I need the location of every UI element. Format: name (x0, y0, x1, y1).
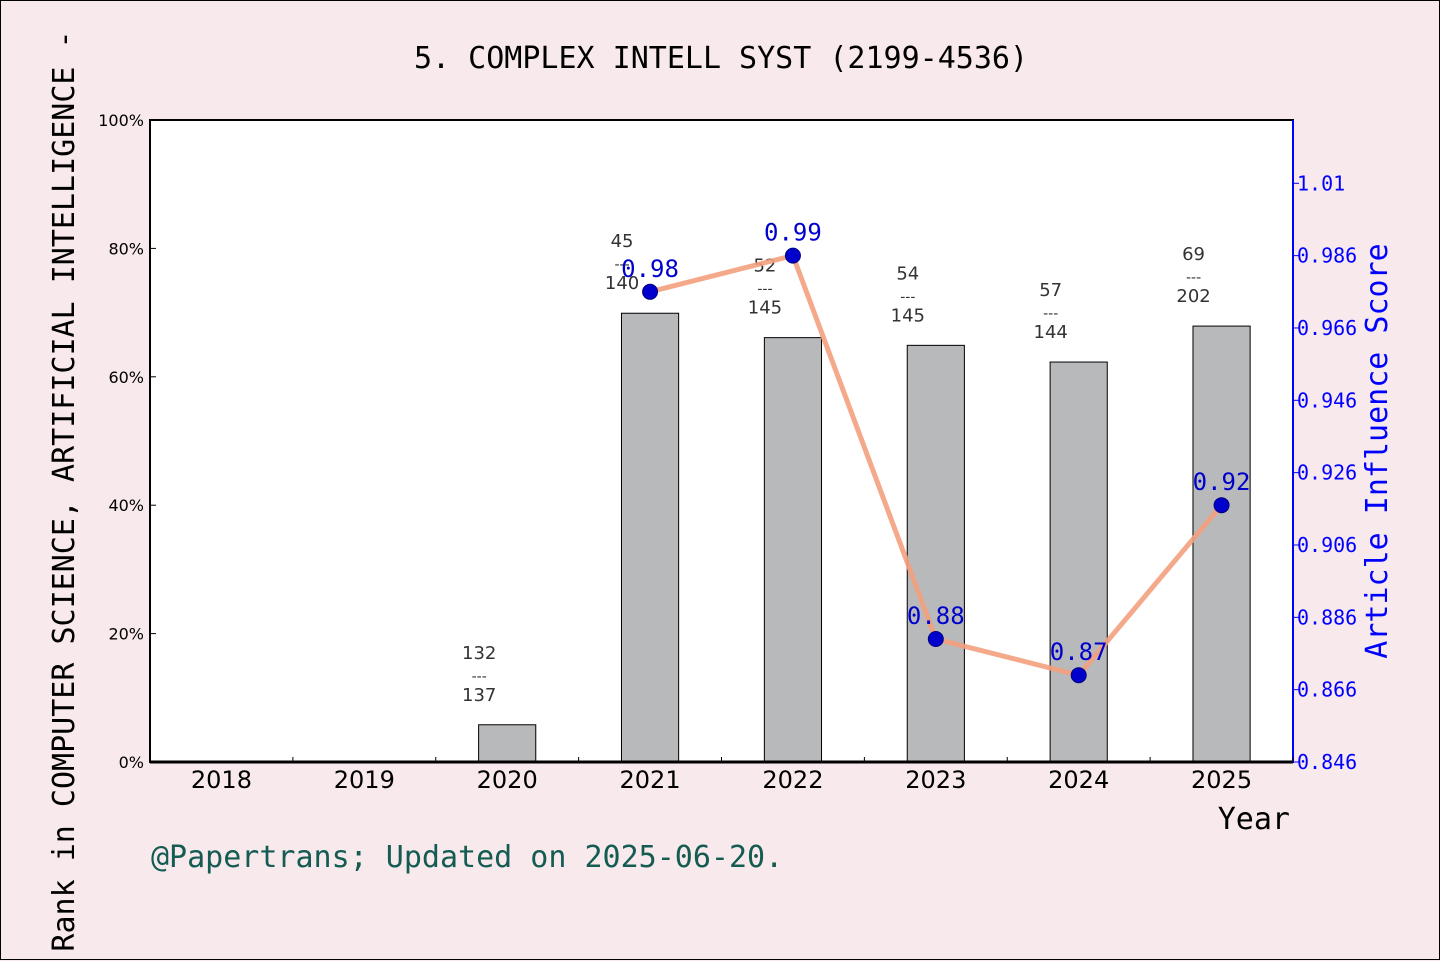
left-tick-label: 80% (108, 239, 144, 258)
rank-separator: --- (900, 289, 915, 305)
chart-title: 5. COMPLEX INTELL SYST (2199-4536) (414, 41, 1028, 76)
left-tick-label: 0% (119, 753, 144, 772)
x-tick-label: 2021 (620, 766, 681, 794)
rank-total: 137 (462, 685, 496, 706)
rank-separator: --- (1043, 306, 1058, 322)
x-tick-label: 2025 (1191, 766, 1252, 794)
right-tick-label: 0.986 (1297, 244, 1357, 268)
influence-value-label: 0.92 (1193, 468, 1251, 496)
left-tick-label: 40% (108, 496, 144, 515)
rank-label: 54 (896, 263, 919, 284)
rank-label: 57 (1039, 280, 1062, 301)
rank-label: 45 (611, 231, 634, 252)
left-axis-label: Rank in COMPUTER SCIENCE, ARTIFICIAL INT… (47, 30, 82, 951)
right-tick-label: 0.946 (1297, 388, 1357, 412)
x-tick-label: 2024 (1048, 766, 1109, 794)
x-tick-label: 2022 (762, 766, 823, 794)
influence-line-layer: 0.98 0.99 0.88 0.87 0.92 (621, 219, 1251, 684)
left-tick-label: 60% (108, 368, 144, 387)
influence-value-label: 0.87 (1050, 638, 1108, 666)
rank-separator: --- (614, 257, 629, 273)
rank-label: 132 (462, 643, 496, 664)
influence-point-2025 (1213, 497, 1230, 514)
right-tick-label: 0.886 (1297, 605, 1357, 629)
influence-value-label: 0.99 (764, 219, 822, 247)
rank-separator: --- (757, 282, 772, 298)
right-tick-labels: 0.846 0.866 0.886 0.906 0.926 0.946 0.966 0.986… (1297, 171, 1357, 774)
influence-point-2021 (642, 283, 659, 300)
left-tick-label: 100% (98, 111, 144, 130)
bar-2023 (906, 344, 965, 763)
rank-separator: --- (1186, 270, 1201, 286)
x-tick-label: 2020 (477, 766, 538, 794)
influence-value-label: 0.88 (907, 602, 965, 630)
right-tick-label: 0.966 (1297, 316, 1357, 340)
right-tick-label: 0.846 (1297, 750, 1357, 774)
bar-2021 (620, 312, 680, 763)
bar-2024 (1049, 361, 1108, 763)
axes-layer (149, 119, 1299, 764)
footer-credit: @Papertrans; Updated on 2025-06-20. (151, 840, 783, 875)
rank-separator: --- (472, 669, 487, 685)
rank-total: 144 (1034, 322, 1068, 343)
bar-2022 (763, 337, 823, 763)
right-tick-label: 0.906 (1297, 533, 1357, 557)
left-tick-label: 20% (108, 625, 144, 644)
influence-point-2023 (927, 631, 944, 648)
rank-total: 145 (891, 305, 925, 326)
x-tick-label: 2023 (905, 766, 966, 794)
rank-total: 145 (748, 298, 782, 319)
x-axis-label: Year (1218, 802, 1290, 837)
x-tick-labels: 2018 2019 2020 2021 2022 2023 2024 2025 (191, 766, 1252, 794)
rank-total: 202 (1176, 286, 1210, 307)
bar-2020 (478, 724, 537, 763)
rank-total: 140 (605, 273, 639, 294)
right-tick-label: 0.926 (1297, 461, 1357, 485)
influence-point-2024 (1070, 667, 1087, 684)
right-axis-label: Article Influence Score (1360, 243, 1395, 658)
left-tick-labels: 0% 20% 40% 60% 80% 100% (98, 111, 144, 772)
x-tick-label: 2019 (334, 766, 395, 794)
rank-label: 69 (1182, 244, 1205, 265)
bar-2025 (1192, 325, 1251, 763)
right-tick-label: 1.01 (1297, 171, 1345, 195)
influence-point-2022 (784, 247, 801, 264)
rank-labels-layer: 132---13745---14052---14554---14557---14… (462, 231, 1211, 706)
x-tick-label: 2018 (191, 766, 252, 794)
influence-value-label: 0.98 (621, 255, 679, 283)
plot-area (150, 120, 1293, 762)
right-tick-label: 0.866 (1297, 678, 1357, 702)
bars-layer (478, 312, 1251, 763)
